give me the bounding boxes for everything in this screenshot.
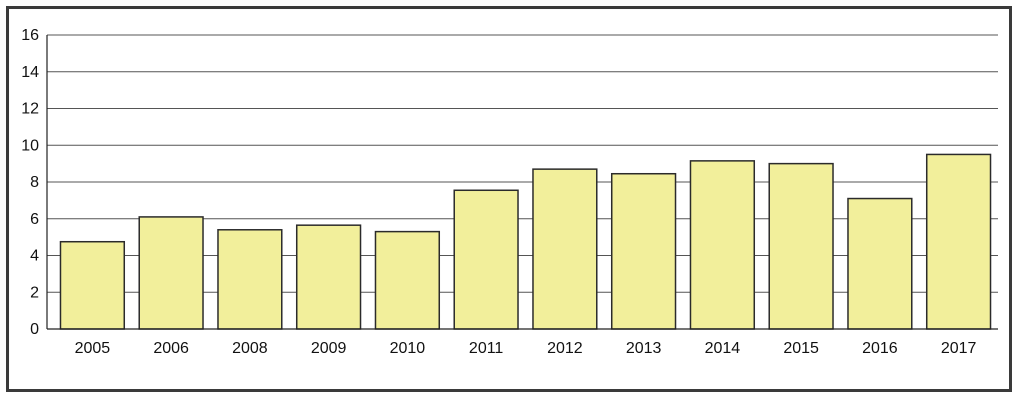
y-tick-label: 8 (30, 174, 39, 191)
bar-2005 (59, 240, 126, 330)
x-tick-label: 2011 (469, 340, 504, 357)
bar-2011 (453, 189, 519, 330)
y-tick-label: 0 (30, 321, 39, 338)
bar-2009 (295, 224, 362, 330)
bar-2008 (217, 229, 283, 330)
bar-2015 (768, 162, 834, 330)
x-tick-label: 2015 (783, 340, 819, 357)
x-tick-label: 2005 (75, 340, 111, 357)
grid-lines (47, 34, 998, 293)
x-tick-label: 2017 (941, 340, 977, 357)
bar-2012 (532, 168, 598, 330)
bar-2013 (610, 172, 677, 330)
bar-2006 (138, 216, 204, 330)
x-tick-label: 2006 (153, 340, 189, 357)
x-tick-label: 2010 (390, 340, 426, 357)
y-tick-label: 2 (30, 284, 39, 301)
bars (59, 153, 992, 330)
chart-frame: 0 2 4 6 8 10 12 14 16 2005 2006 2008 2009 2010 2011 20… (6, 6, 1012, 392)
y-tick-label: 4 (30, 248, 39, 265)
y-tick-label: 6 (30, 211, 39, 228)
y-tick-labels: 0 2 4 6 8 10 12 14 16 (21, 27, 39, 338)
y-tick-label: 12 (21, 101, 39, 118)
x-tick-label: 2014 (705, 340, 741, 357)
axes (46, 35, 998, 330)
bar-2014 (689, 160, 756, 330)
bar-2010 (374, 230, 441, 330)
x-tick-label: 2009 (311, 340, 347, 357)
bar-2017 (925, 153, 992, 330)
x-tick-label: 2016 (862, 340, 898, 357)
bar-2016 (847, 197, 913, 330)
y-tick-label: 16 (21, 27, 39, 44)
y-tick-label: 10 (21, 137, 39, 154)
x-tick-label: 2012 (547, 340, 583, 357)
x-tick-label: 2008 (232, 340, 268, 357)
y-tick-label: 14 (21, 64, 39, 81)
x-tick-label: 2013 (626, 340, 662, 357)
x-tick-labels: 2005 2006 2008 2009 2010 2011 2012 2013 2014 2015… (75, 340, 977, 357)
